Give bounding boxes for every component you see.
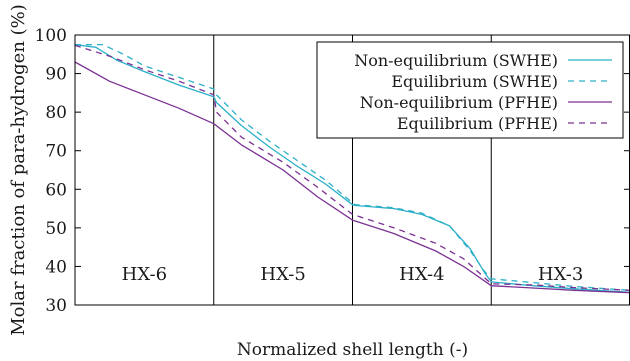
legend-entry-label: Equilibrium (SWHE): [391, 72, 558, 91]
y-axis-ticks: 30 40 50 60 70 80 90 100: [35, 26, 630, 316]
x-axis-label: Normalized shell length (-): [237, 340, 468, 360]
region-labels: HX-6 HX-5 HX-4 HX-3: [122, 264, 584, 285]
legend-entry-label: Non-equilibrium (SWHE): [354, 51, 558, 70]
y-tick-label: 90: [45, 65, 67, 85]
y-tick-label: 70: [45, 142, 67, 162]
y-tick-label: 80: [45, 103, 67, 123]
region-label: HX-4: [399, 264, 444, 285]
y-tick-label: 100: [35, 26, 67, 46]
legend-entry-label: Non-equilibrium (PFHE): [360, 93, 558, 112]
y-tick-label: 30: [45, 296, 67, 316]
region-label: HX-3: [538, 264, 583, 285]
series-line: [74, 61, 630, 294]
y-tick-label: 50: [45, 219, 67, 239]
legend-box: [316, 41, 624, 139]
y-tick-label: 60: [45, 180, 67, 200]
series-line: [74, 43, 630, 293]
series-line: [74, 44, 630, 291]
y-axis-label: Molar fraction of para-hydrogen (%): [8, 4, 29, 336]
region-label: HX-6: [122, 264, 167, 285]
legend-entry-label: Equilibrium (PFHE): [397, 114, 558, 133]
series-lines: [74, 43, 630, 294]
region-label: HX-5: [260, 264, 305, 285]
legend: Non-equilibrium (SWHE) Equilibrium (SWHE)…: [316, 41, 624, 139]
y-tick-label: 40: [45, 257, 67, 277]
series-line: [75, 43, 630, 291]
